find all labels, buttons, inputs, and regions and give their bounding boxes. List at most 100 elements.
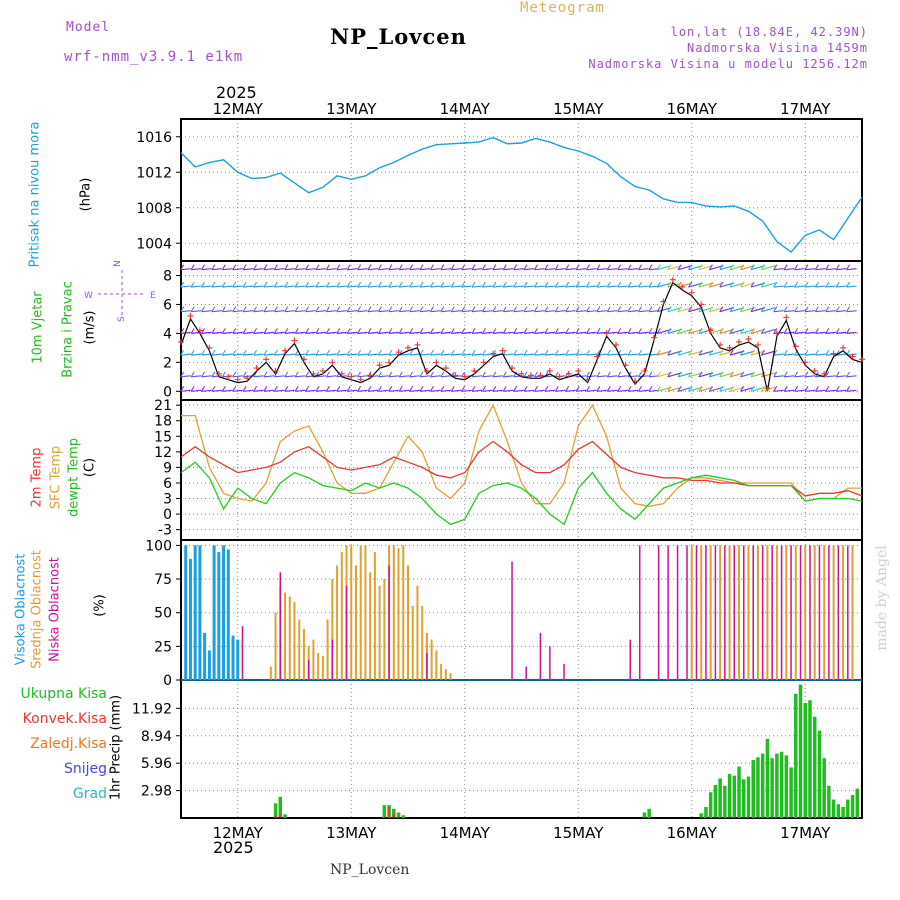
- wind-barb-flag: [357, 349, 362, 356]
- mid-cloud-bar: [766, 545, 769, 680]
- x-tick-label-bottom: 14MAY: [440, 824, 491, 842]
- wind-barb: [347, 353, 358, 356]
- wind-barb: [524, 268, 535, 271]
- wind-barb-flag: [617, 306, 622, 312]
- wind-barb: [263, 285, 275, 288]
- x-tick-label-bottom: 16MAY: [667, 824, 718, 842]
- wind-barb: [388, 389, 399, 392]
- wind-barb-flag: [492, 386, 497, 392]
- wind-barb-flag: [627, 264, 632, 270]
- wind-barb-flag: [430, 306, 434, 312]
- wind-barb: [586, 285, 597, 288]
- wind-barb-flag: [190, 349, 195, 356]
- wind-barb: [740, 282, 755, 288]
- y-tick-label: 6: [163, 476, 172, 492]
- mid-cloud-bar: [350, 545, 353, 680]
- wind-barb-flag: [513, 264, 518, 270]
- conv-precip-bar: [392, 813, 395, 818]
- wind-barb: [419, 285, 431, 288]
- wind-barb-flag: [273, 306, 278, 312]
- wind-gust-marker: [527, 372, 534, 379]
- wind-barb-flag: [388, 386, 393, 392]
- low-cloud-bar: [307, 659, 310, 680]
- wind-barb-flag: [565, 281, 570, 288]
- y-tick-label: 21: [154, 398, 172, 414]
- wind-barb: [836, 331, 847, 334]
- wind-barb-flag: [825, 306, 830, 312]
- mid-cloud-bar: [832, 545, 835, 680]
- wind-barb-flag: [586, 371, 590, 378]
- panel-frame: [180, 679, 863, 819]
- wind-barb-flag: [409, 371, 414, 378]
- wind-gust-marker: [196, 327, 203, 334]
- wind-gust-marker: [291, 337, 298, 344]
- wind-barb-flag: [729, 328, 734, 334]
- wind-barb-flag: [627, 328, 632, 334]
- total-precip-bar: [812, 716, 817, 818]
- wind-barb: [815, 389, 826, 392]
- wind-barb-flag: [677, 306, 682, 312]
- wind-barb: [586, 268, 597, 271]
- wind-barb-flag: [492, 264, 497, 270]
- wind-barb-flag: [750, 349, 755, 356]
- wind-barb-flag: [409, 281, 414, 288]
- wind-barb-flag: [294, 328, 299, 334]
- wind-barb: [284, 310, 295, 313]
- wind-barb: [461, 389, 472, 392]
- compass-cross: [98, 270, 146, 318]
- wind-barb: [222, 285, 233, 288]
- wind-barb-flag: [201, 306, 205, 312]
- wind-barb: [804, 353, 816, 356]
- wind-barb-flag: [190, 386, 195, 392]
- wind-barb: [677, 282, 693, 288]
- wind-barb-flag: [190, 371, 195, 378]
- cloud-unit: (%): [92, 594, 108, 617]
- wind-barb-flag: [398, 371, 403, 378]
- mid-cloud-bar: [359, 545, 362, 680]
- wind-barb: [729, 372, 745, 378]
- wind-barb: [263, 375, 275, 378]
- wind-barb: [211, 375, 223, 378]
- y-tick-label: 4: [163, 326, 172, 342]
- wind-barb-flag: [461, 281, 466, 288]
- low-cloud-bar: [241, 626, 244, 680]
- wind-barb: [846, 310, 857, 313]
- wind-barb-flag: [544, 281, 549, 288]
- wind-barb-flag: [461, 328, 466, 334]
- wind-barb: [576, 389, 587, 392]
- wind-barb-flag: [201, 371, 205, 378]
- wind-barb: [750, 307, 766, 313]
- wind-barb: [555, 353, 566, 356]
- wind-barb: [201, 310, 212, 313]
- wind-barb: [419, 331, 431, 334]
- wind-barb-flag: [221, 328, 226, 334]
- wind-barb-flag: [804, 349, 809, 356]
- y-tick-label: 2.98: [141, 784, 172, 800]
- wind-barb-flag: [825, 386, 830, 392]
- mid-cloud-bar: [747, 545, 750, 680]
- wind-barb: [628, 375, 639, 378]
- wind-barb: [243, 310, 254, 313]
- wind-barb: [357, 375, 368, 378]
- mid-cloud-bar: [449, 673, 452, 680]
- wind-barb-flag: [346, 371, 351, 378]
- wind-barb: [461, 353, 472, 356]
- wind-gust-marker: [319, 367, 326, 374]
- wind-barb: [191, 389, 202, 392]
- wind-barb: [576, 331, 587, 334]
- wind-barb-flag: [367, 281, 372, 288]
- footer-name: NP_Lovcen: [330, 862, 410, 878]
- wind-barb: [503, 285, 514, 288]
- wind-barb: [638, 375, 649, 378]
- wind-barb: [750, 350, 766, 356]
- wind-barb-flag: [419, 328, 424, 334]
- wind-barb: [667, 386, 682, 392]
- model-label: Model: [66, 20, 111, 35]
- wind-barb-flag: [719, 306, 724, 312]
- wind-barb-flag: [586, 386, 590, 392]
- wind-barb-flag: [357, 264, 362, 270]
- model-altitude-text: Nadmorska Visina u modelu 1256.12m: [588, 57, 868, 71]
- wind-barb: [794, 310, 805, 313]
- wind-barb-flag: [409, 328, 414, 334]
- wind-barb-flag: [180, 349, 185, 356]
